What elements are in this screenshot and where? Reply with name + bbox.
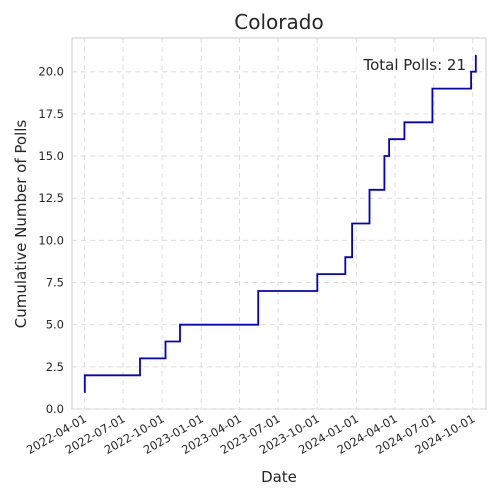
- y-tick-label: 15.0: [38, 149, 64, 163]
- plot-background: [71, 37, 487, 410]
- y-ticks: 0.0 2.5 5.0 7.5 10.0 12.5 15.0 17.5 20.0: [38, 65, 64, 416]
- chart-title: Colorado: [234, 10, 323, 34]
- y-tick-label: 2.5: [46, 360, 64, 374]
- y-axis-label: Cumulative Number of Polls: [12, 120, 30, 329]
- y-tick-label: 10.0: [38, 233, 64, 247]
- grid: [72, 38, 486, 410]
- y-tick-label: 17.5: [38, 107, 64, 121]
- y-tick-label: 5.0: [46, 318, 64, 332]
- total-polls-annotation: Total Polls: 21: [362, 56, 466, 74]
- annotation-box: [356, 52, 468, 76]
- series-line: [83, 54, 477, 393]
- x-ticks: 2022-04-012022-07-012022-10-012023-01-01…: [24, 411, 477, 457]
- y-tick-label: 20.0: [38, 65, 64, 79]
- series: [83, 54, 477, 393]
- y-tick-label: 12.5: [38, 191, 64, 205]
- y-tick-label: 7.5: [46, 276, 64, 290]
- x-axis-label: Date: [261, 468, 297, 486]
- y-tick-label: 0.0: [46, 402, 64, 416]
